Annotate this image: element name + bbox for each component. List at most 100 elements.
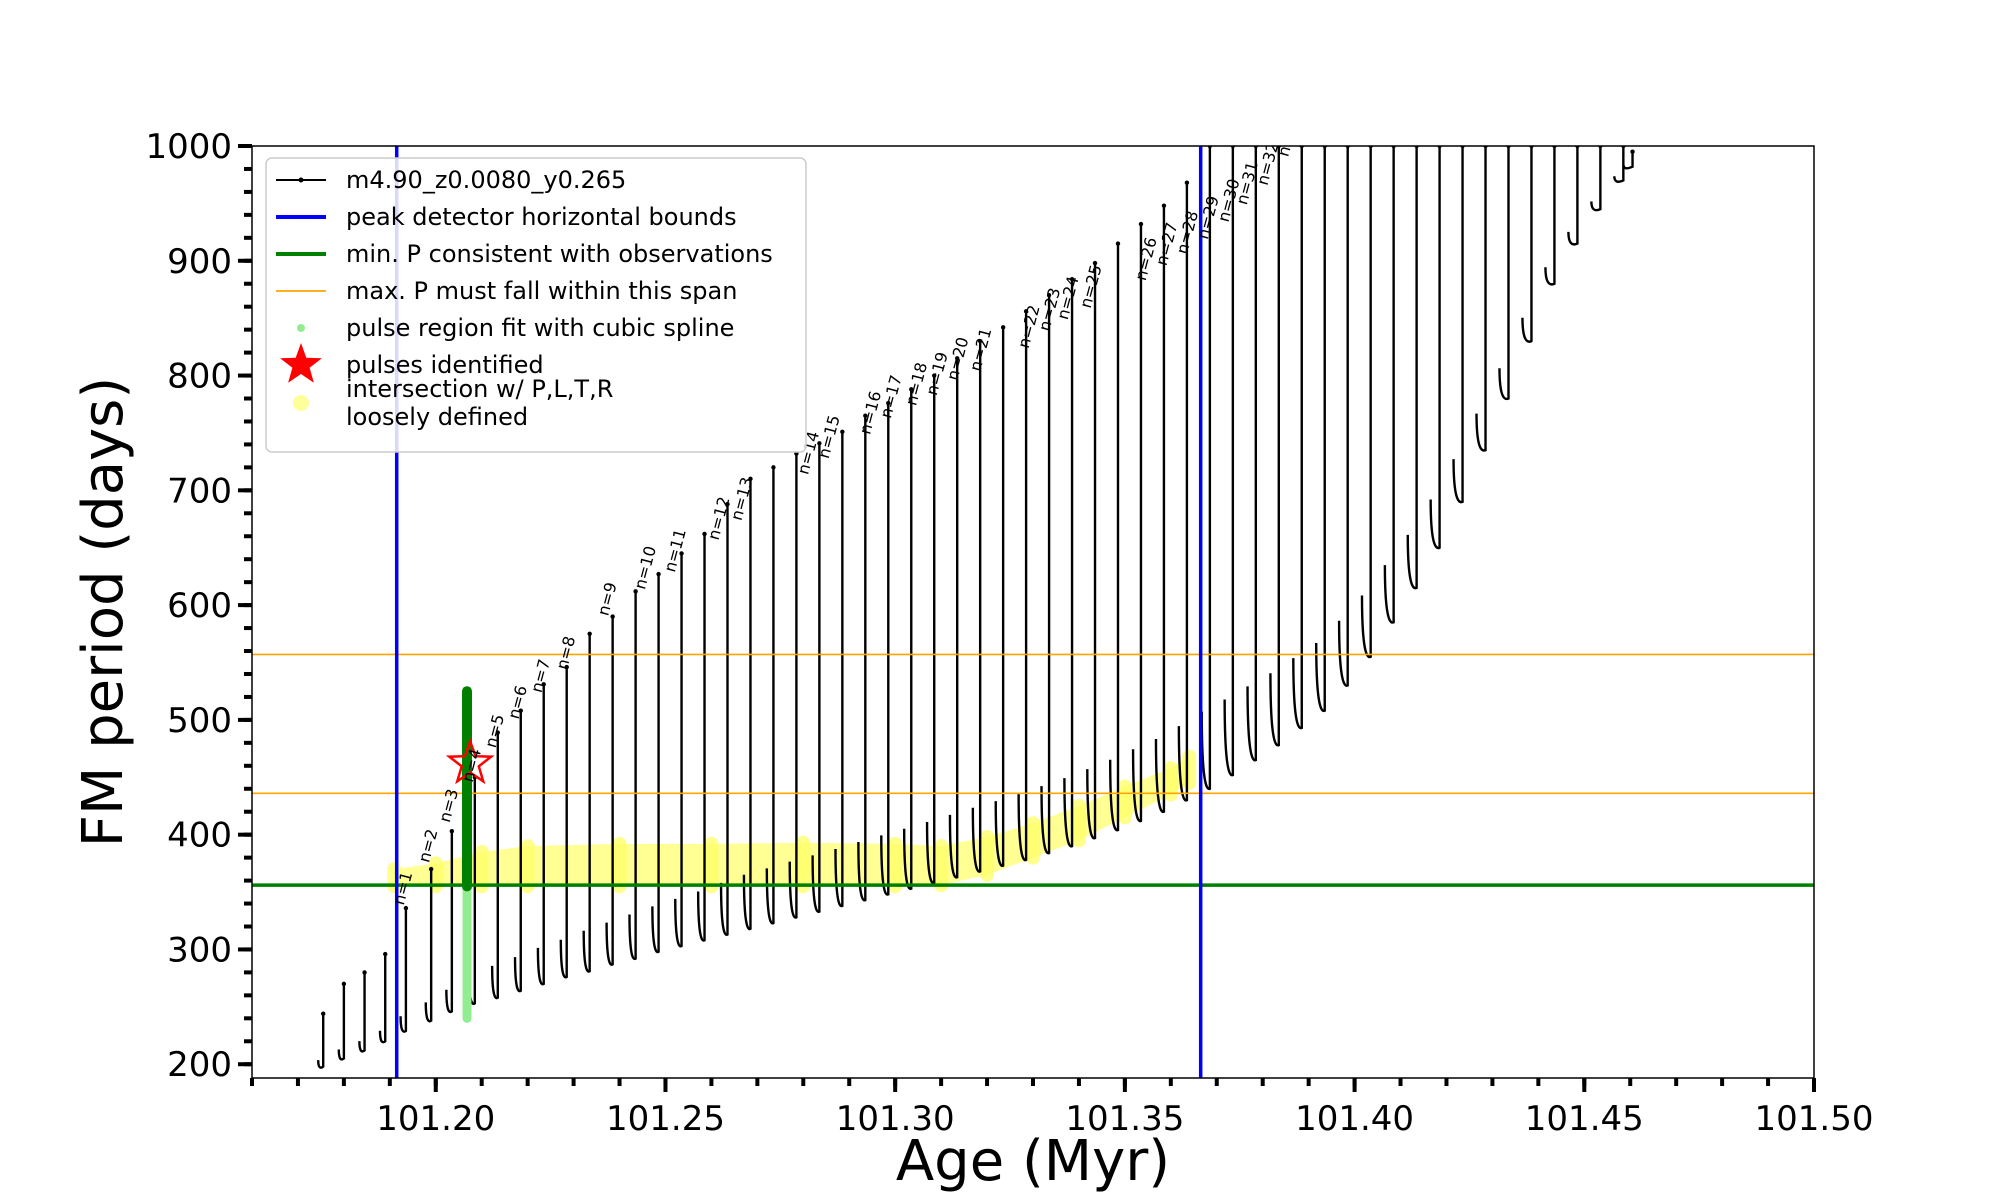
pulse-peak-point [495, 730, 500, 735]
pulse-trace [1429, 146, 1441, 550]
pulse-peak-point [1161, 203, 1167, 208]
pulse-peak-point [541, 682, 546, 687]
pulse-trace [513, 710, 522, 993]
pulse-peak-point [679, 551, 684, 556]
legend-label: intersection w/ P,L,T,R [346, 375, 613, 403]
pulse-trace [948, 358, 959, 879]
pulse-peak-point [702, 531, 707, 537]
pulse-peak-point [449, 829, 455, 834]
pulse-peak-point [725, 501, 730, 507]
pulse-trace [1360, 146, 1372, 658]
pulse-trace [1498, 146, 1510, 401]
pulse-trace [1246, 146, 1258, 762]
legend-label: pulse region fit with cubic spline [346, 314, 734, 342]
legend-label: max. P must fall within this span [346, 277, 737, 305]
pulse-peak-point [1138, 221, 1144, 227]
pulse-number-label: n=9 [594, 580, 621, 618]
pulse-identified-star [445, 737, 495, 785]
pulse-trace [788, 453, 798, 919]
pulse-trace [1406, 146, 1418, 590]
axes: 101.20 101.25 101.30 101.35 101.40 101.45 101.… [145, 127, 1873, 1139]
x-tick-label: 101.50 [1755, 1099, 1874, 1139]
y-tick-label: 800 [167, 357, 232, 397]
pulse-peak-point [656, 571, 661, 577]
pulse-number-label: n=15 [814, 413, 844, 460]
y-tick-label: 700 [167, 471, 232, 511]
x-tick-label: 101.45 [1525, 1099, 1644, 1139]
y-tick-label: 600 [167, 586, 232, 626]
pulse-number-label: n=11 [660, 527, 690, 574]
pulse-trace [857, 415, 867, 902]
pulse-trace [1383, 146, 1395, 624]
pulse-number-label: n=7 [527, 657, 554, 695]
legend-label: peak detector horizontal bounds [346, 203, 737, 231]
pulse-peak-point [932, 373, 937, 378]
pulse-peak-point [909, 387, 914, 392]
pulse-trace [925, 375, 936, 885]
y-tick-label: 400 [167, 816, 232, 856]
pulse-peak-point [771, 465, 776, 470]
pulse-trace [399, 908, 408, 1033]
pulse-number-label: n=10 [630, 544, 660, 591]
pulse-trace [1269, 146, 1280, 747]
pulse-trace [582, 633, 591, 973]
pulse-peak-point [587, 631, 592, 637]
pulse-trace [1200, 146, 1212, 790]
pulse-trace [971, 341, 982, 873]
legend-swatch-dot [293, 395, 309, 411]
pulse-peak-point [1069, 276, 1075, 282]
pulse-trace [1017, 311, 1028, 862]
pulse-trace [1063, 279, 1074, 848]
pulse-trace [811, 443, 821, 913]
x-axis-title: Age (Myr) [896, 1129, 1170, 1194]
pulse-trace [719, 504, 729, 936]
pulse-peak-point [518, 708, 523, 713]
pulse-trace [1131, 224, 1143, 823]
legend-box [265, 157, 807, 453]
pulse-trace [1040, 295, 1051, 855]
legend-swatch-marker [298, 177, 304, 183]
pulse-peak-point [1184, 180, 1190, 185]
pulse-trace [1452, 146, 1464, 504]
pulse-trace [1223, 146, 1235, 777]
y-tick-label: 900 [167, 242, 232, 282]
pulse-trace [902, 389, 913, 890]
legend-swatch-star [280, 343, 322, 383]
pulse-trace [424, 869, 433, 1023]
pulse-trace [1475, 146, 1487, 452]
pulse-peak-point [886, 400, 891, 406]
pulse-peak-point [341, 981, 347, 987]
pulse-trace [536, 684, 545, 986]
pulse-peak-point [610, 614, 615, 619]
x-tick-label: 101.35 [1065, 1099, 1184, 1139]
y-tick-label: 200 [167, 1045, 232, 1085]
pulse-peak-point [1092, 260, 1098, 266]
pulse-trace [1567, 146, 1579, 246]
x-tick-label: 101.40 [1295, 1099, 1414, 1139]
pulse-number-label: n=3 [435, 787, 462, 825]
pulse-trace [674, 553, 683, 948]
pulse-trace [1177, 182, 1189, 802]
x-tick-label: 101.30 [836, 1099, 955, 1139]
pulse-trace [1108, 243, 1120, 832]
pulse-peak-point [321, 1011, 326, 1016]
pulse-peak-point [1630, 149, 1635, 154]
pulse-number-label: n=17 [876, 373, 906, 420]
pulse-trace [1613, 146, 1625, 183]
intersection-band-area [394, 756, 1190, 887]
legend-label: min. P consistent with observations [346, 240, 773, 268]
pulse-trace [880, 403, 890, 896]
pulse-number-label: n=8 [552, 634, 579, 672]
legend-label: loosely defined [346, 403, 528, 431]
pulse-trace [1544, 146, 1556, 286]
pulse-trace [1086, 263, 1097, 840]
y-tick-label: 1000 [145, 127, 232, 167]
pulse-peak-point [977, 338, 983, 344]
pulse-trace [378, 954, 387, 1044]
pulse-trace [337, 983, 346, 1061]
pulse-trace [490, 732, 499, 1000]
pulse-peak-point [817, 441, 822, 446]
pulse-trace [696, 533, 706, 942]
